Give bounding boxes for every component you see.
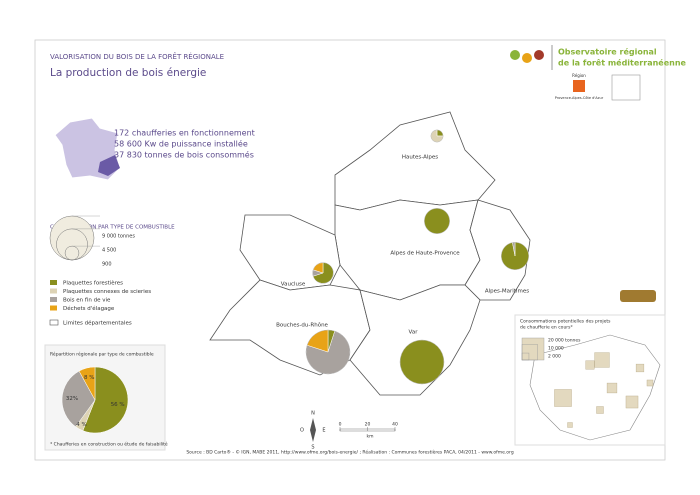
project-square — [635, 363, 645, 373]
logo-text: de la forêt méditerranéenne — [558, 58, 687, 68]
legend-label: Bois en fin de vie — [63, 298, 111, 304]
compass-label: E — [322, 428, 325, 434]
department-size — [424, 208, 450, 234]
footnote: * Chaufferies en construction ou étude d… — [50, 441, 168, 448]
legend-swatch — [50, 280, 57, 285]
compass-label: O — [300, 428, 304, 434]
size-legend-label: 4 500 — [102, 248, 116, 254]
size-legend-circle — [49, 215, 95, 261]
compass: N O E S — [300, 411, 326, 451]
department-size — [430, 129, 444, 143]
logo-icon — [510, 50, 520, 60]
regional-pie-slice — [61, 370, 96, 428]
project-legend-label: 2 000 — [548, 354, 561, 360]
boundary-swatch — [49, 319, 59, 326]
regional-pie-label: 8 % — [84, 375, 94, 381]
projects-title: Consommations potentielles des projets — [520, 319, 611, 325]
summary-line: 172 chaufferies en fonctionnement — [114, 129, 255, 138]
scale-label: 0 — [339, 422, 342, 428]
project-legend-square — [521, 344, 538, 361]
size-legend-label: 9 000 tonnes — [102, 234, 135, 240]
partner-logo — [611, 74, 641, 101]
scale-label: 40 — [392, 422, 398, 428]
source: Source : BD Carto® - © IGN, MABE 2011, h… — [186, 449, 514, 456]
project-square — [554, 389, 572, 407]
compass-needle — [310, 418, 316, 442]
legend-label: Plaquettes forestières — [63, 280, 123, 287]
logo-icon — [522, 53, 532, 63]
department-size — [501, 242, 529, 270]
kicker: VALORISATION DU BOIS DE LA FORÊT RÉGIONA… — [50, 52, 224, 61]
region-label: Région — [572, 73, 586, 78]
regional-pie-slice — [82, 366, 129, 434]
project-legend-square — [521, 352, 530, 361]
logo-icon — [534, 50, 544, 60]
legend-label: Limites départementales — [63, 320, 132, 327]
legend-swatch — [50, 297, 57, 302]
projects-title: de chaufferie en cours* — [520, 325, 573, 331]
regional-title: Répartition régionale par type de combus… — [50, 351, 154, 358]
department-shape — [349, 284, 481, 396]
region-icon — [573, 80, 585, 92]
department-size — [399, 339, 445, 385]
logo-text: Observatoire régional — [558, 47, 657, 57]
legend-label: Déchets d'élagage — [63, 305, 115, 312]
department-label: Alpes-Maritimes — [485, 289, 529, 295]
project-legend-label: 20 000 tonnes — [548, 338, 581, 344]
department-label: Bouches-du-Rhône — [276, 322, 328, 329]
regional-pie-label: 32% — [66, 396, 78, 402]
region-name: Provence-Alpes-Côte d'Azur — [555, 96, 604, 100]
legend-swatch — [50, 288, 57, 294]
title: La production de bois énergie — [50, 67, 206, 79]
department-pie-slice — [399, 339, 445, 385]
legend-title: CONSOMMATION PAR TYPE DE COMBUSTIBLE — [50, 225, 175, 231]
summary-line: 37 830 tonnes de bois consommés — [114, 150, 254, 160]
project-legend-square — [521, 337, 545, 361]
project-square — [596, 406, 604, 414]
logo: Observatoire régional de la forêt médite… — [510, 45, 687, 302]
compass-label: N — [311, 411, 315, 417]
scale-label: 20 — [365, 422, 371, 428]
department-shape — [464, 199, 531, 301]
project-square — [606, 382, 618, 394]
department-label: Alpes de Haute-Provence — [390, 251, 460, 257]
project-square — [567, 422, 573, 428]
regional-pie-label: 56 % — [111, 402, 125, 408]
legend-label: Plaquettes connexes de scieries — [63, 289, 151, 295]
department-label: Hautes-Alpes — [402, 155, 438, 161]
project-square — [625, 395, 639, 409]
project-square — [646, 379, 654, 387]
project-square — [594, 352, 610, 368]
france-region-highlight — [98, 155, 120, 176]
department-label: Var — [409, 330, 419, 336]
project-square — [585, 360, 595, 370]
summary-line: 58 600 Kw de puissance installée — [114, 139, 248, 149]
legend-swatch — [50, 305, 57, 311]
department-size — [305, 329, 351, 375]
partner-badge — [620, 290, 656, 302]
inset-map — [529, 334, 661, 441]
department-size — [312, 262, 334, 284]
regional-pie-label: 4 % — [76, 422, 86, 428]
regional-pie-slice — [78, 366, 96, 401]
compass-label: S — [311, 445, 314, 451]
project-legend-label: 10 000 — [548, 346, 564, 352]
size-legend-label: 900 — [102, 262, 112, 268]
scale-unit: km — [367, 434, 374, 440]
department-label: Vaucluse — [281, 282, 306, 288]
